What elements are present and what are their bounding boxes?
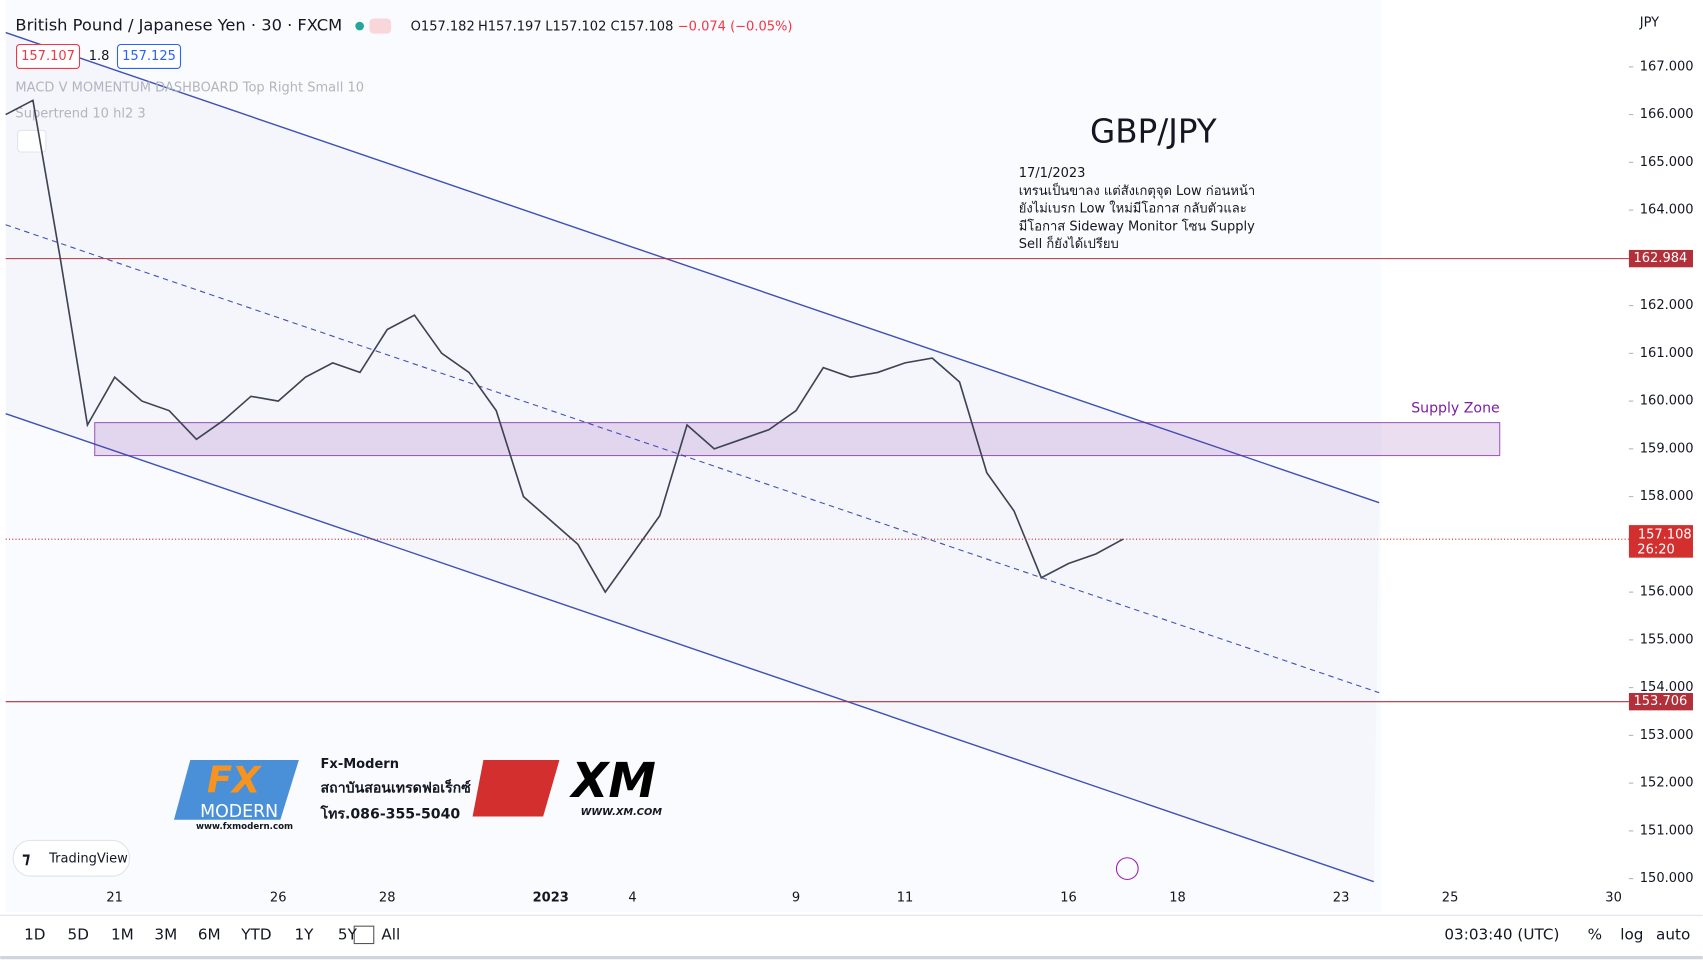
range-button[interactable]: YTD xyxy=(240,925,271,943)
range-button[interactable]: 1D xyxy=(24,925,45,943)
xm-logo: XM WWW.XM.COM xyxy=(472,754,663,818)
range-button[interactable]: 6M xyxy=(198,925,221,943)
y-tick-label: 164.000 xyxy=(1640,203,1694,218)
countdown: 26:20 xyxy=(1637,543,1675,558)
currency[interactable]: JPY xyxy=(1639,15,1659,30)
fx-mark: FX xyxy=(207,758,262,801)
scale-option[interactable]: log xyxy=(1620,925,1643,943)
level-tag xyxy=(1628,692,1693,711)
level-tag xyxy=(1628,249,1693,268)
supply-zone xyxy=(94,422,1501,457)
x-tick-label: 21 xyxy=(106,890,123,905)
status-badge xyxy=(369,18,392,34)
scale-option[interactable]: % xyxy=(1588,925,1602,943)
range-button[interactable]: 1M xyxy=(111,925,134,943)
fx-school: สถาบันสอนเทรดฟอเร็กซ์ xyxy=(321,778,472,796)
x-tick-label: 2023 xyxy=(533,890,569,905)
fx-name: Fx-Modern xyxy=(321,757,399,772)
range-button[interactable]: 5Y xyxy=(338,925,358,943)
zone-label: Supply Zone xyxy=(1411,400,1500,416)
x-tick-label: 25 xyxy=(1442,890,1459,905)
fx-shape xyxy=(173,760,299,820)
tv-badge[interactable] xyxy=(12,839,130,877)
xm-site: WWW.XM.COM xyxy=(581,807,663,818)
channel-lower xyxy=(5,413,1374,883)
change: −0.074 (−0.05%) xyxy=(678,20,793,35)
fx-sub: MODERN xyxy=(200,802,278,822)
ask-box[interactable] xyxy=(116,43,182,69)
annotation-line: มีโอกาส Sideway Monitor โซน Supply xyxy=(1019,218,1255,234)
y-tick-label: 159.000 xyxy=(1640,441,1694,456)
ohlc-close: C157.108 xyxy=(610,20,673,35)
tv-icon[interactable]: ⁊ xyxy=(22,848,30,867)
last-price-tag xyxy=(1628,525,1693,558)
x-tick-label: 16 xyxy=(1060,890,1077,905)
event-icon[interactable] xyxy=(1115,857,1139,881)
symbol: British Pound / Japanese Yen · 30 · FXCM xyxy=(15,16,342,35)
channel-mid xyxy=(5,224,1380,694)
x-tick-label: 26 xyxy=(270,890,287,905)
y-tick-label: 155.000 xyxy=(1640,632,1694,647)
y-tick-label: 167.000 xyxy=(1640,59,1694,74)
y-tick-label: 162.000 xyxy=(1640,298,1694,313)
level-label: 153.706 xyxy=(1633,694,1687,709)
x-tick-label: 18 xyxy=(1169,890,1186,905)
spread: 1.8 xyxy=(89,49,110,64)
ohlc-open: O157.182 xyxy=(411,20,475,35)
level-label: 162.984 xyxy=(1633,251,1687,266)
y-tick-label: 153.000 xyxy=(1640,728,1694,743)
annotation-line: 17/1/2023 xyxy=(1019,166,1086,181)
y-tick-label: 166.000 xyxy=(1640,107,1694,122)
channel-upper xyxy=(5,31,1380,504)
scale-option[interactable]: auto xyxy=(1656,925,1690,943)
ohlc-high: H157.197 xyxy=(478,20,542,35)
xm-mark: XM xyxy=(569,754,656,809)
fx-phone: โทร.086-355-5040 xyxy=(320,804,461,822)
indicator: MACD V MOMENTUM DASHBOARD Top Right Smal… xyxy=(15,80,364,95)
x-tick-label: 11 xyxy=(897,890,914,905)
range-button[interactable]: 3M xyxy=(154,925,177,943)
x-tick-label: 23 xyxy=(1333,890,1350,905)
range-button[interactable]: 5D xyxy=(68,925,89,943)
clock: 03:03:40 (UTC) xyxy=(1444,925,1559,943)
ask[interactable]: 157.125 xyxy=(122,49,176,64)
annotation-line: เทรนเป็นขาลง แต่สังเกตุจุด Low ก่อนหน้า xyxy=(1019,181,1256,199)
annotation-title: GBP/JPY xyxy=(1090,113,1217,151)
fx-logo: FX MODERN www.fxmodern.com Fx-Modern สถา… xyxy=(173,757,472,832)
date-range-icon[interactable] xyxy=(353,925,375,945)
y-tick-label: 161.000 xyxy=(1640,346,1694,361)
y-tick-label: 165.000 xyxy=(1640,155,1694,170)
last-price-label: 157.108 xyxy=(1638,527,1692,542)
price-line xyxy=(5,99,1124,594)
range-button[interactable]: 1Y xyxy=(294,925,314,943)
y-tick-label: 158.000 xyxy=(1640,489,1694,504)
x-tick-label: 30 xyxy=(1605,890,1622,905)
ohlc-low: L157.102 xyxy=(545,20,606,35)
indicator: Supertrend 10 hl2 3 xyxy=(15,107,145,122)
y-tick-label: 156.000 xyxy=(1640,585,1694,600)
y-tick-label: 151.000 xyxy=(1640,823,1694,838)
fx-site: www.fxmodern.com xyxy=(196,822,293,832)
y-tick-label: 160.000 xyxy=(1640,394,1694,409)
annotation-line: Sell ก็ยังได้เปรียบ xyxy=(1019,234,1119,252)
xm-shape xyxy=(472,760,560,817)
x-tick-label: 9 xyxy=(792,890,800,905)
y-tick-label: 150.000 xyxy=(1640,871,1694,886)
x-tick-label: 28 xyxy=(379,890,396,905)
y-tick-label: 152.000 xyxy=(1640,776,1694,791)
status-dot xyxy=(355,21,364,31)
bid[interactable]: 157.107 xyxy=(21,49,75,64)
tv-label[interactable]: TradingView xyxy=(48,851,128,866)
range-button[interactable]: All xyxy=(381,925,400,943)
annotation-line: ยังไม่เบรก Low ใหม่มีโอกาส กลับตัวและ xyxy=(1019,201,1247,217)
y-tick-label: 154.000 xyxy=(1640,680,1694,695)
bid-box[interactable] xyxy=(15,43,81,69)
x-tick-label: 4 xyxy=(628,890,636,905)
channel-fill xyxy=(5,32,1380,882)
